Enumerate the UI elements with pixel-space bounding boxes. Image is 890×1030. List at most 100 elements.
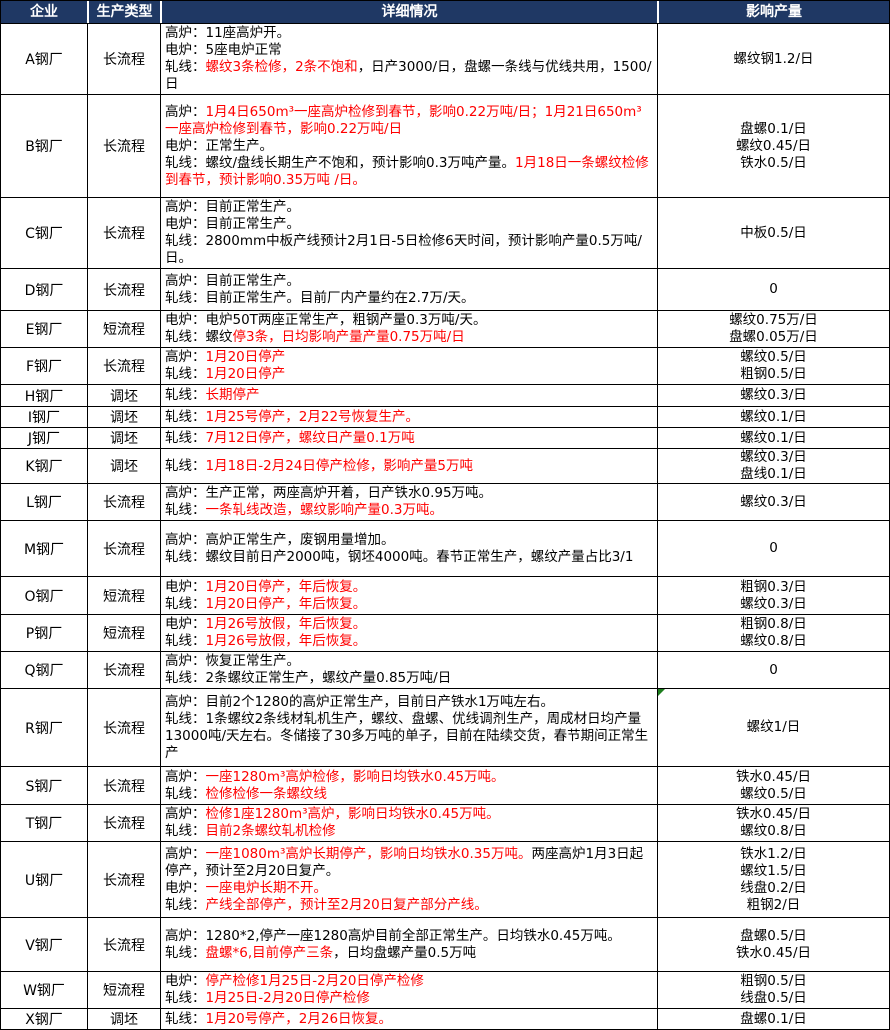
production-type-cell[interactable]: 长流程 [87, 842, 160, 917]
details-cell[interactable]: 高炉：11座高炉开。 电炉：5座电炉正常 轧线：螺纹3条检修，2条不饱和，日产300… [160, 24, 657, 94]
impact-cell[interactable]: 0 [657, 269, 889, 310]
details-cell[interactable]: 轧线：1月18日-2月24日停产检修，影响产量5万吨 [160, 449, 657, 483]
production-type-cell[interactable]: 长流程 [87, 521, 160, 576]
production-type: 调坯 [110, 459, 138, 475]
production-type-cell[interactable]: 长流程 [87, 918, 160, 971]
impact-cell[interactable]: 粗钢0.5/日 线盘0.5/日 [657, 972, 889, 1008]
detail-text: 轧线：螺纹/盘线长期生产不饱和，预计影响0.3万吨产量。 [165, 154, 516, 171]
details-cell[interactable]: 电炉：1月26号放假，年后恢复。 轧线：1月26号放假，年后恢复。 [160, 615, 657, 651]
company-cell[interactable]: E钢厂 [1, 311, 87, 347]
production-type-cell[interactable]: 长流程 [87, 805, 160, 841]
details-cell[interactable]: 高炉：检修1座1280m³高炉，影响日均铁水0.45万吨。 轧线：目前2条螺纹轧机… [160, 805, 657, 841]
company-cell[interactable]: M钢厂 [1, 521, 87, 576]
company-cell[interactable]: B钢厂 [1, 95, 87, 197]
company-name: O钢厂 [24, 588, 64, 605]
details-cell[interactable]: 轧线：7月12日停产，螺纹日产量0.1万吨 [160, 428, 657, 448]
impact-line: 粗钢0.5/日 [740, 366, 807, 382]
impact-cell[interactable]: 粗钢0.3/日 螺纹0.3/日 [657, 577, 889, 614]
impact-cell[interactable]: 螺纹0.75万/日 盘螺0.05万/日 [657, 311, 889, 347]
impact-cell[interactable]: 螺纹0.3/日 [657, 385, 889, 406]
production-type-cell[interactable]: 调坯 [87, 385, 160, 406]
details-cell[interactable]: 高炉：恢复正常生产。 轧线：2条螺纹正常生产，螺纹产量0.85万吨/日 [160, 652, 657, 688]
impact-cell[interactable]: 螺纹0.5/日 粗钢0.5/日 [657, 348, 889, 384]
company-cell[interactable]: W钢厂 [1, 972, 87, 1008]
details-cell[interactable]: 轧线：1月25号停产，2月22号恢复生产。 [160, 407, 657, 427]
details-cell[interactable]: 电炉：1月20日停产，年后恢复。 轧线：1月20日停产，年后恢复。 [160, 577, 657, 614]
production-type-cell[interactable]: 调坯 [87, 428, 160, 448]
production-type-cell[interactable]: 长流程 [87, 95, 160, 197]
production-type-cell[interactable]: 长流程 [87, 652, 160, 688]
impact-cell[interactable]: 螺纹1/日 [657, 689, 889, 766]
details-cell[interactable]: 高炉：1月20日停产 轧线：1月20日停产 [160, 348, 657, 384]
production-type-cell[interactable]: 长流程 [87, 689, 160, 766]
impact-cell[interactable]: 盘螺0.5/日 铁水0.45/日 [657, 918, 889, 971]
impact-cell[interactable]: 螺纹钢1.2/日 [657, 24, 889, 94]
company-cell[interactable]: O钢厂 [1, 577, 87, 614]
production-type: 长流程 [103, 720, 145, 737]
production-type-cell[interactable]: 短流程 [87, 577, 160, 614]
company-cell[interactable]: Q钢厂 [1, 652, 87, 688]
production-type-cell[interactable]: 长流程 [87, 767, 160, 804]
impact-cell[interactable]: 螺纹0.3/日 盘线0.1/日 [657, 449, 889, 483]
impact-cell[interactable]: 螺纹0.3/日 [657, 484, 889, 520]
impact-cell[interactable]: 螺纹0.1/日 [657, 407, 889, 427]
production-type-cell[interactable]: 长流程 [87, 269, 160, 310]
company-cell[interactable]: A钢厂 [1, 24, 87, 94]
company-cell[interactable]: X钢厂 [1, 1009, 87, 1029]
company-cell[interactable]: F钢厂 [1, 348, 87, 384]
details-cell[interactable]: 高炉：目前正常生产。 电炉：目前正常生产。 轧线：2800mm中板产线预计2月1日-… [160, 198, 657, 268]
details-cell[interactable]: 高炉：一座1280m³高炉检修，影响日均铁水0.45万吨。 轧线：检修检修一条螺纹… [160, 767, 657, 804]
details-cell[interactable]: 高炉：一座1080m³高炉长期停产，影响日均铁水0.35万吨。两座高炉1月3日起… [160, 842, 657, 917]
company-cell[interactable]: I钢厂 [1, 407, 87, 427]
details-cell[interactable]: 高炉：目前正常生产。 轧线：目前正常生产。目前厂内产量约在2.7万/天。 [160, 269, 657, 310]
production-type-cell[interactable]: 调坯 [87, 1009, 160, 1029]
company-cell[interactable]: S钢厂 [1, 767, 87, 804]
production-type-cell[interactable]: 调坯 [87, 407, 160, 427]
company-cell[interactable]: T钢厂 [1, 805, 87, 841]
impact-cell[interactable]: 铁水1.2/日 螺纹1.5/日 线盘0.2/日 粗钢2/日 [657, 842, 889, 917]
impact-cell[interactable]: 中板0.5/日 [657, 198, 889, 268]
company-cell[interactable]: V钢厂 [1, 918, 87, 971]
company-cell[interactable]: C钢厂 [1, 198, 87, 268]
detail-line: 电炉：1月20日停产，年后恢复。 [165, 579, 653, 596]
company-cell[interactable]: U钢厂 [1, 842, 87, 917]
production-type-cell[interactable]: 长流程 [87, 348, 160, 384]
details-cell[interactable]: 高炉：目前2个1280的高炉正常生产，目前日产铁水1万吨左右。 轧线：1条螺纹2条… [160, 689, 657, 766]
production-type-cell[interactable]: 调坯 [87, 449, 160, 483]
details-cell[interactable]: 电炉：电炉50T两座正常生产，粗钢产量0.3万吨/天。 轧线：螺纹停3条，日均影响… [160, 311, 657, 347]
detail-text: 轧线： [165, 595, 206, 612]
company-cell[interactable]: P钢厂 [1, 615, 87, 651]
impact-cell[interactable]: 铁水0.45/日 螺纹0.5/日 [657, 767, 889, 804]
impact-cell[interactable]: 0 [657, 521, 889, 576]
production-type-cell[interactable]: 短流程 [87, 311, 160, 347]
impact-cell[interactable]: 粗钢0.8/日 螺纹0.8/日 [657, 615, 889, 651]
details-cell[interactable]: 高炉：高炉正常生产，废钢用量增加。 轧线：螺纹目前日产2000吨，钢坯4000吨。… [160, 521, 657, 576]
production-type-cell[interactable]: 长流程 [87, 198, 160, 268]
impact-cell[interactable]: 铁水0.45/日 螺纹0.8/日 [657, 805, 889, 841]
impact-line: 盘螺0.1/日 [740, 120, 807, 137]
production-type-cell[interactable]: 短流程 [87, 972, 160, 1008]
impact-cell[interactable]: 0 [657, 652, 889, 688]
company-cell[interactable]: L钢厂 [1, 484, 87, 520]
production-type: 长流程 [103, 282, 145, 299]
impact-cell[interactable]: 螺纹0.1/日 [657, 428, 889, 448]
company-cell[interactable]: H钢厂 [1, 385, 87, 406]
company-cell[interactable]: R钢厂 [1, 689, 87, 766]
impact-cell[interactable]: 盘螺0.1/日 [657, 1009, 889, 1029]
details-cell[interactable]: 高炉：1月4日650m³一座高炉检修到春节，影响0.22万吨/日；1月21日65… [160, 95, 657, 197]
detail-line: 轧线：2800mm中板产线预计2月1日-5日检修6天时间，预计影响产量0.5万吨… [165, 233, 653, 267]
details-cell[interactable]: 电炉：停产检修1月25日-2月20日停产检修 轧线：1月25日-2月20日停产检修 [160, 972, 657, 1008]
impact-cell[interactable]: 盘螺0.1/日 螺纹0.45/日 铁水0.5/日 [657, 95, 889, 197]
company-cell[interactable]: D钢厂 [1, 269, 87, 310]
company-cell[interactable]: K钢厂 [1, 449, 87, 483]
production-type-cell[interactable]: 长流程 [87, 24, 160, 94]
details-cell[interactable]: 轧线：长期停产 [160, 385, 657, 406]
production-type-cell[interactable]: 短流程 [87, 615, 160, 651]
production-type: 调坯 [110, 1012, 138, 1028]
production-type-cell[interactable]: 长流程 [87, 484, 160, 520]
details-cell[interactable]: 高炉：1280*2,停产一座1280高炉目前全部正常生产。日均铁水0.45万吨。… [160, 918, 657, 971]
company-cell[interactable]: J钢厂 [1, 428, 87, 448]
details-cell[interactable]: 高炉：生产正常，两座高炉开着，日产铁水0.95万吨。 轧线：一条轧线改造，螺纹影响… [160, 484, 657, 520]
detail-text-red: 1月25日-2月20日停产检修 [205, 990, 370, 1006]
details-cell[interactable]: 轧线：1月20号停产，2月26日恢复。 [160, 1009, 657, 1029]
